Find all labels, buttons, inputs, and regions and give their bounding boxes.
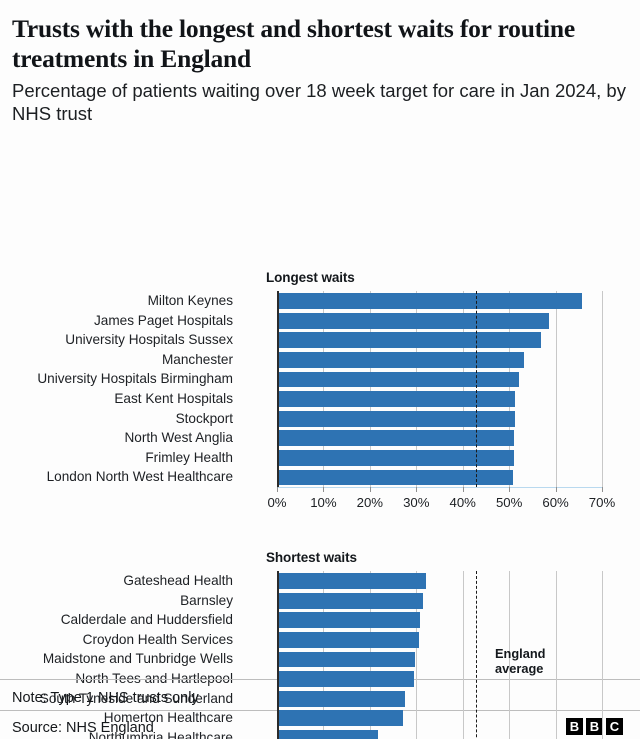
bar (278, 312, 549, 329)
gridline-40 (462, 571, 464, 739)
x-axis-tickmark (323, 487, 325, 493)
y-axis-label: Manchester (161, 351, 233, 367)
y-axis-label: Frimley Health (145, 449, 233, 465)
x-axis-tick-label: 50% (495, 495, 523, 511)
bar (278, 430, 515, 447)
chart-source: Source: NHS England (12, 720, 154, 736)
bar (278, 612, 421, 629)
gridline-60 (555, 291, 557, 488)
y-axis-label: Gateshead Health (123, 573, 233, 589)
bbc-logo-letter-2: B (586, 718, 603, 735)
bar (278, 651, 415, 668)
y-axis-label: James Paget Hospitals (93, 312, 233, 328)
bar (278, 710, 404, 727)
x-axis-tickmark (369, 487, 371, 493)
england-average-line2: average (495, 661, 544, 677)
bar (278, 352, 524, 368)
y-axis-label: University Hospitals Birmingham (37, 371, 233, 387)
x-axis-tick-label: 40% (449, 495, 476, 511)
bar (278, 671, 414, 687)
gridline-10 (323, 291, 325, 488)
y-axis-label: Stockport (175, 410, 233, 426)
bbc-logo-letter-1: B (566, 718, 583, 735)
x-axis-tick-label: 70% (588, 495, 616, 511)
x-axis-baseline (277, 487, 602, 489)
bar (278, 332, 542, 349)
y-axis-label: North West Anglia (124, 430, 233, 446)
y-axis-spine (277, 571, 279, 739)
chart-shortest-waits-title: Shortest waits (266, 550, 357, 566)
gridline-50 (509, 571, 511, 739)
y-axis-spine (277, 291, 279, 488)
england-average-line1: England (495, 646, 546, 662)
header: Trusts with the longest and shortest wai… (0, 0, 640, 125)
bar (278, 573, 426, 589)
bbc-logo-letter-3: C (606, 718, 623, 735)
y-axis-label: South Tyneside and Sunderland (39, 690, 233, 706)
gridline-50 (509, 291, 511, 488)
y-axis-label: University Hospitals Sussex (65, 332, 233, 348)
bar (278, 730, 379, 739)
england-average-annotation: England average (495, 646, 545, 676)
gridline-40 (462, 291, 464, 488)
england-average-line (475, 291, 477, 488)
gridline-60 (555, 571, 557, 739)
x-axis-tickmark (462, 487, 464, 493)
chart-note: Note: Type 1 NHS trusts only (12, 690, 199, 706)
gridline-30 (416, 291, 418, 488)
x-axis-tick-label: 0% (267, 495, 287, 511)
gridline-70 (602, 291, 603, 488)
x-axis-tick-label: 30% (403, 495, 430, 511)
y-axis-label: Milton Keynes (147, 293, 233, 309)
x-axis-tick-label: 20% (356, 495, 384, 511)
gridline-70 (602, 571, 603, 739)
chart-longest-waits-title: Longest waits (266, 270, 355, 286)
bar (278, 469, 513, 486)
y-axis-label: London North West Healthcare (46, 469, 233, 485)
y-axis-label: East Kent Hospitals (114, 391, 233, 407)
y-axis-label: North Tees and Hartlepool (75, 671, 233, 687)
x-axis-tickmark (416, 487, 418, 493)
bar (278, 371, 520, 388)
x-axis-tickmark (277, 487, 278, 493)
england-average-line (475, 571, 477, 739)
y-axis-label: Maidstone and Tunbridge Wells (42, 651, 233, 667)
bar (278, 592, 423, 609)
bar (278, 690, 406, 707)
y-axis-label: Calderdale and Huddersfield (60, 612, 233, 628)
gridline-20 (369, 291, 371, 488)
x-axis-tickmark (509, 487, 511, 493)
x-axis-tick-label: 10% (310, 495, 337, 511)
bar (278, 391, 516, 407)
plot-area-longest-waits (277, 291, 603, 488)
page-title: Trusts with the longest and shortest wai… (12, 14, 575, 73)
page-subtitle: Percentage of patients waiting over 18 w… (12, 80, 626, 124)
bar (278, 632, 420, 648)
plot-area-shortest-waits (277, 571, 603, 739)
y-axis-label: Croydon Health Services (82, 631, 233, 647)
bbc-logo: B B C (566, 718, 623, 735)
bar (278, 293, 582, 309)
x-axis-tick-label: 60% (542, 495, 569, 511)
x-axis-tickmark (602, 487, 603, 493)
bar (278, 450, 514, 466)
bar (278, 410, 515, 427)
y-axis-label: Barnsley (180, 592, 233, 608)
x-axis-tickmark (555, 487, 557, 493)
y-axis-label: Homerton Healthcare (103, 710, 233, 726)
gridline-30 (416, 571, 418, 739)
y-axis-label: Northumbria Healthcare (88, 729, 233, 739)
